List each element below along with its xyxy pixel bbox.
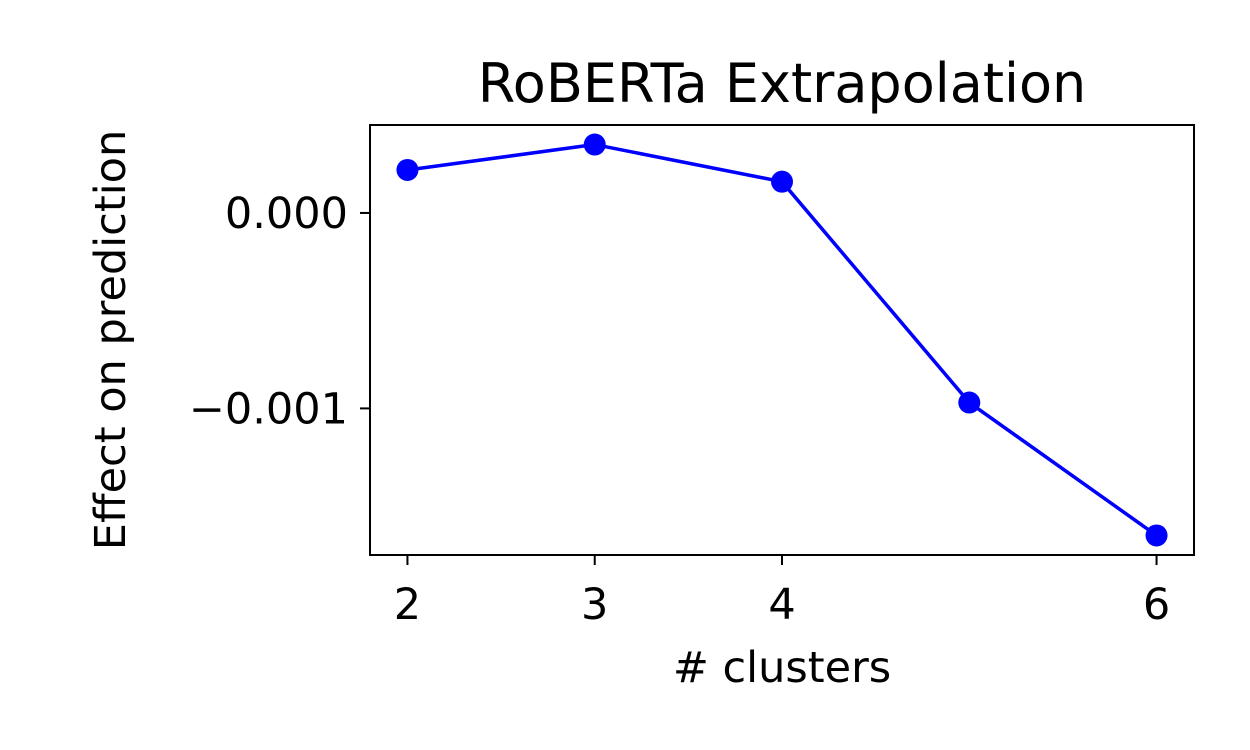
x-axis-ticks: 2 3 4 6 [394,555,1170,630]
y-axis-ticks: 0.000 −0.001 [189,189,370,434]
data-point [396,158,419,181]
data-point [583,133,606,156]
x-axis-label: # clusters [673,643,891,693]
data-series [396,133,1168,547]
data-point [1145,524,1168,547]
y-tick-label: 0.000 [225,189,348,239]
x-tick-label: 6 [1143,580,1170,630]
y-tick-label: −0.001 [189,384,348,434]
data-point [958,391,981,414]
x-tick-label: 2 [394,580,421,630]
y-axis-label: Effect on prediction [86,130,136,550]
x-tick-label: 3 [581,580,608,630]
x-tick-label: 4 [768,580,795,630]
chart-title: RoBERTa Extrapolation [478,52,1087,115]
data-point [771,170,793,193]
series-line [407,142,1158,537]
